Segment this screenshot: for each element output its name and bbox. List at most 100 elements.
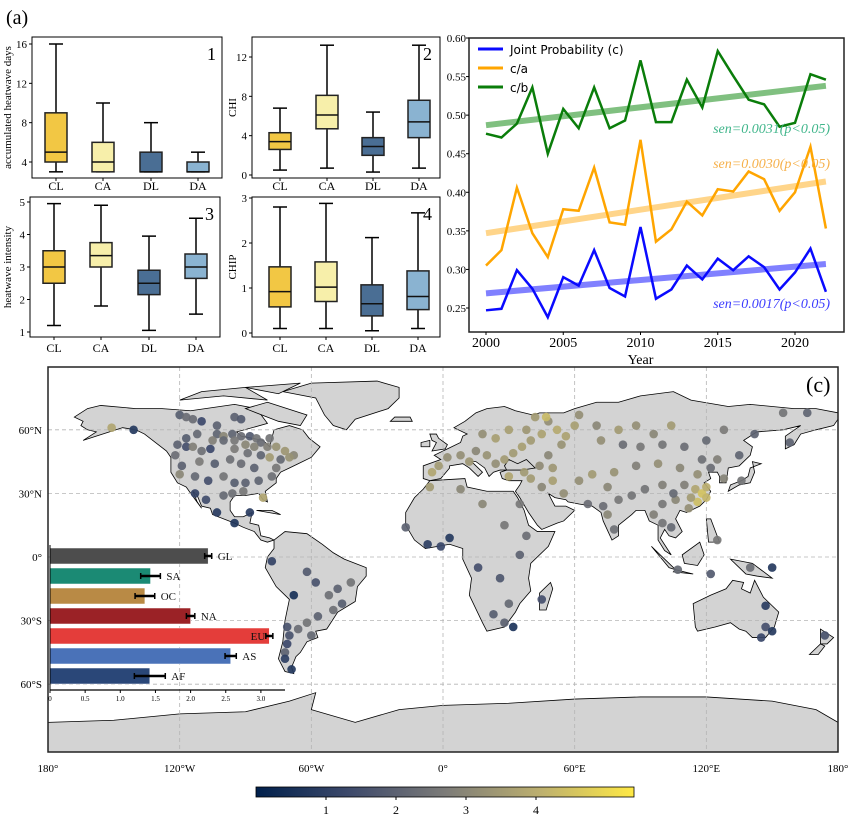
station-marker — [706, 569, 716, 579]
colorbar-tick-label: 1 — [323, 803, 329, 817]
station-marker — [504, 472, 514, 481]
station-marker — [282, 639, 292, 649]
station-marker — [245, 508, 255, 517]
station-marker — [129, 425, 138, 435]
panel-label-c: (c) — [806, 372, 830, 397]
station-marker — [203, 476, 213, 485]
station-marker — [445, 533, 454, 543]
inset-x-tick-label: 2.5 — [221, 695, 230, 703]
landmass-new-zealand-south — [808, 643, 826, 655]
x-tick-label: CL — [48, 179, 63, 193]
y-tick-label: 0 — [242, 170, 248, 182]
station-marker — [230, 412, 239, 422]
subplot-number: 1 — [207, 44, 216, 64]
station-marker — [750, 429, 759, 439]
station-marker — [537, 429, 547, 439]
station-marker — [603, 510, 612, 519]
station-marker — [245, 431, 255, 441]
longitude-label: 60°W — [298, 763, 324, 775]
station-marker — [197, 446, 206, 456]
station-marker — [175, 410, 184, 420]
station-marker — [170, 450, 180, 460]
station-marker — [548, 463, 558, 473]
x-tick-label: DA — [189, 179, 207, 193]
station-marker — [691, 484, 700, 494]
station-marker — [767, 563, 777, 572]
station-marker — [491, 433, 500, 443]
y-tick-label: 0.30 — [447, 264, 467, 276]
station-marker — [285, 453, 294, 462]
station-marker — [267, 556, 277, 566]
station-marker — [307, 631, 316, 640]
bar-label: AS — [242, 651, 256, 663]
station-marker — [697, 455, 707, 464]
station-marker — [592, 421, 601, 430]
y-axis-label: CHI — [227, 98, 239, 117]
bar-label: SA — [166, 571, 180, 583]
y-tick-label: 0.35 — [447, 226, 467, 238]
station-marker — [254, 476, 263, 485]
sen-annotation: sen=0.0030(p<0.05) — [713, 157, 830, 172]
station-marker — [653, 459, 663, 469]
station-marker — [675, 463, 685, 473]
station-marker — [680, 480, 689, 490]
landmass-iceland — [389, 416, 413, 422]
station-marker — [614, 425, 623, 435]
trend-line-2 — [485, 82, 827, 129]
box-CL — [44, 112, 68, 163]
longitude-label: 180° — [828, 763, 849, 775]
station-marker — [618, 440, 628, 449]
x-tick-label: DA — [410, 179, 428, 193]
y-tick-label: 4 — [22, 157, 28, 169]
y-tick-label: 12 — [16, 78, 27, 90]
legend-label: c/b — [510, 81, 528, 95]
station-marker — [271, 442, 281, 452]
station-marker — [107, 423, 116, 432]
station-marker — [425, 482, 435, 492]
station-marker — [767, 626, 777, 636]
station-marker — [212, 429, 222, 439]
station-marker — [559, 489, 568, 498]
sen-annotation: sen=0.0031(p<0.05) — [713, 122, 830, 137]
station-marker — [206, 444, 215, 454]
map-frame — [47, 366, 839, 753]
station-marker — [636, 442, 645, 452]
station-marker — [680, 442, 689, 452]
station-marker — [258, 493, 268, 502]
station-marker — [328, 605, 338, 615]
station-marker — [228, 489, 237, 498]
station-marker — [526, 436, 536, 445]
station-marker — [478, 499, 487, 509]
station-marker — [631, 461, 641, 471]
inset-x-tick-label: 3.0 — [257, 695, 266, 703]
y-tick-label: 3 — [20, 262, 26, 274]
station-marker — [434, 461, 443, 471]
colorbar-tick-label: 3 — [463, 803, 469, 817]
station-marker — [192, 429, 202, 439]
x-tick-label: 2015 — [704, 336, 732, 351]
latitude-label: 60°N — [19, 425, 42, 437]
station-marker — [702, 482, 711, 492]
station-marker — [219, 491, 228, 500]
y-tick-label: 16 — [16, 39, 28, 51]
station-marker — [574, 410, 584, 420]
station-marker — [289, 590, 299, 600]
x-tick-label: CA — [93, 341, 110, 355]
station-marker — [561, 431, 571, 441]
latitude-label: 30°N — [19, 488, 42, 500]
station-marker — [280, 654, 290, 664]
station-marker — [436, 542, 446, 551]
station-marker — [515, 499, 525, 509]
station-marker — [241, 478, 250, 488]
station-marker — [785, 438, 795, 447]
x-tick-label: 2005 — [549, 336, 577, 351]
latitude-label: 60°S — [20, 679, 42, 691]
station-marker — [302, 567, 312, 577]
station-marker — [666, 421, 676, 430]
bar-label: AF — [171, 671, 185, 683]
y-tick-label: 2 — [242, 238, 248, 250]
station-marker — [649, 510, 658, 519]
landmass-arctic-island-1 — [179, 386, 268, 401]
x-tick-label: 2020 — [781, 336, 809, 351]
